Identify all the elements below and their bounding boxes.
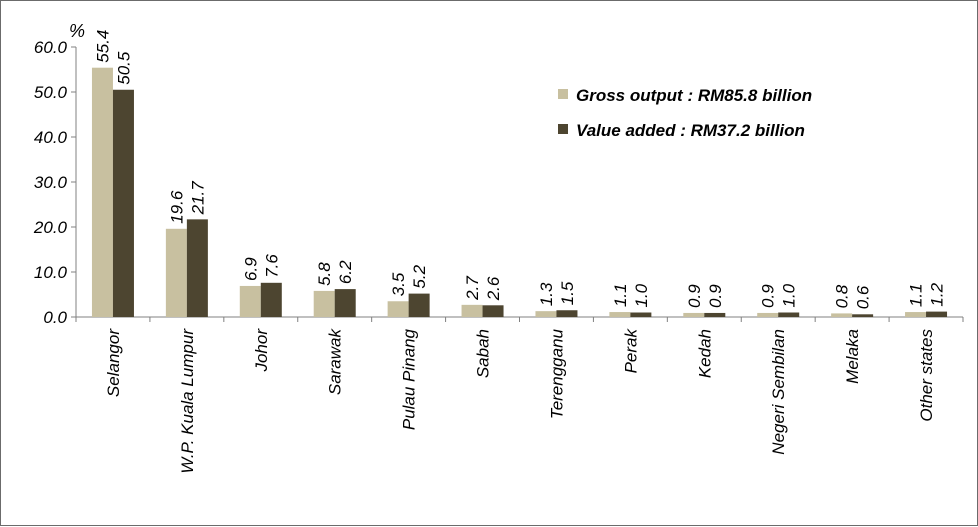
data-label: 0.9: [759, 284, 778, 308]
legend: Gross output : RM85.8 billion Value adde…: [558, 86, 812, 140]
category-label: Sabah: [474, 329, 493, 378]
data-label: 55.4: [93, 30, 112, 63]
bar-value-added: [704, 312, 726, 317]
category-label: Perak: [621, 328, 640, 374]
bar-gross-output: [239, 285, 261, 317]
y-axis: 0.0 10.0 20.0 30.0 40.0 50.0 60.0: [33, 38, 77, 327]
data-label: 6.2: [336, 260, 355, 284]
category-label: W.P. Kuala Lumpur: [178, 328, 197, 474]
bar-gross-output: [683, 312, 705, 317]
data-label: 21.7: [188, 181, 207, 216]
data-label: 1.5: [558, 281, 577, 305]
data-label: 0.9: [685, 284, 704, 308]
data-label: 1.0: [780, 283, 799, 307]
bar-gross-output: [461, 304, 483, 317]
category-label: Negeri Sembilan: [769, 329, 788, 455]
bar-gross-output: [535, 311, 557, 317]
bar-gross-output: [905, 312, 927, 317]
x-axis: [75, 316, 964, 322]
bar-value-added: [260, 282, 282, 317]
category-label: Johor: [252, 328, 271, 373]
data-label: 1.1: [907, 283, 926, 307]
bar-value-added: [186, 219, 208, 317]
data-label: 6.9: [241, 257, 260, 281]
y-tick-label: 40.0: [34, 128, 68, 147]
y-tick-label: 60.0: [34, 38, 68, 57]
y-tick-label: 10.0: [34, 263, 68, 282]
legend-swatch-gross-output: [558, 89, 568, 99]
data-label: 1.1: [611, 283, 630, 307]
data-label: 19.6: [167, 190, 186, 224]
data-label: 3.5: [389, 272, 408, 296]
bar-value-added: [556, 310, 578, 317]
category-label: Other states: [917, 329, 936, 422]
data-label: 0.6: [854, 285, 873, 309]
category-label: Selangor: [104, 328, 123, 397]
data-label: 5.8: [315, 262, 334, 286]
data-label: 0.9: [706, 284, 725, 308]
category-label: Melaka: [843, 329, 862, 384]
bar-value-added: [926, 311, 948, 317]
category-labels-group: Selangor W.P. Kuala Lumpur Johor Sarawak Pul…: [104, 328, 936, 474]
category-label: Kedah: [695, 329, 714, 378]
y-tick-label: 20.0: [33, 218, 68, 237]
category-label: Sarawak: [326, 328, 345, 396]
data-label: 1.0: [632, 283, 651, 307]
data-label: 50.5: [114, 51, 133, 85]
bar-gross-output: [831, 313, 853, 317]
data-label: 2.6: [484, 276, 503, 301]
bar-gross-output: [609, 312, 631, 317]
bar-gross-output: [313, 290, 335, 317]
bar-value-added: [482, 305, 504, 317]
data-label: 1.2: [928, 282, 947, 306]
bar-gross-output: [387, 301, 409, 317]
data-label: 7.6: [262, 254, 281, 278]
y-tick-label: 30.0: [34, 173, 68, 192]
data-label: 1.3: [537, 282, 556, 306]
legend-label-gross-output: Gross output : RM85.8 billion: [576, 86, 812, 105]
legend-label-value-added: Value added : RM37.2 billion: [576, 121, 805, 140]
y-tick-label: 50.0: [34, 83, 68, 102]
category-label: Pulau Pinang: [400, 328, 419, 430]
category-label: Terengganu: [547, 328, 566, 419]
bar-gross-output: [757, 312, 779, 317]
bar-value-added: [408, 293, 430, 317]
bar-value-added: [852, 314, 874, 317]
legend-swatch-value-added: [558, 124, 568, 134]
data-labels-group: 55.450.5 19.6 21.7 6.9 7.6 5.8 6.2 3.5 5.2 2.7 2.6…: [93, 30, 946, 310]
y-axis-unit-label: %: [69, 21, 85, 41]
bars-group: [91, 67, 948, 317]
bar-gross-output: [91, 67, 113, 317]
bar-value-added: [630, 312, 652, 317]
data-label: 0.8: [833, 284, 852, 308]
data-label: 5.2: [410, 264, 429, 288]
bar-value-added: [112, 89, 134, 317]
y-tick-label: 0.0: [43, 308, 67, 327]
data-label: 2.7: [463, 276, 482, 301]
bar-value-added: [778, 312, 800, 317]
bar-gross-output: [165, 228, 187, 317]
bar-value-added: [334, 289, 356, 317]
